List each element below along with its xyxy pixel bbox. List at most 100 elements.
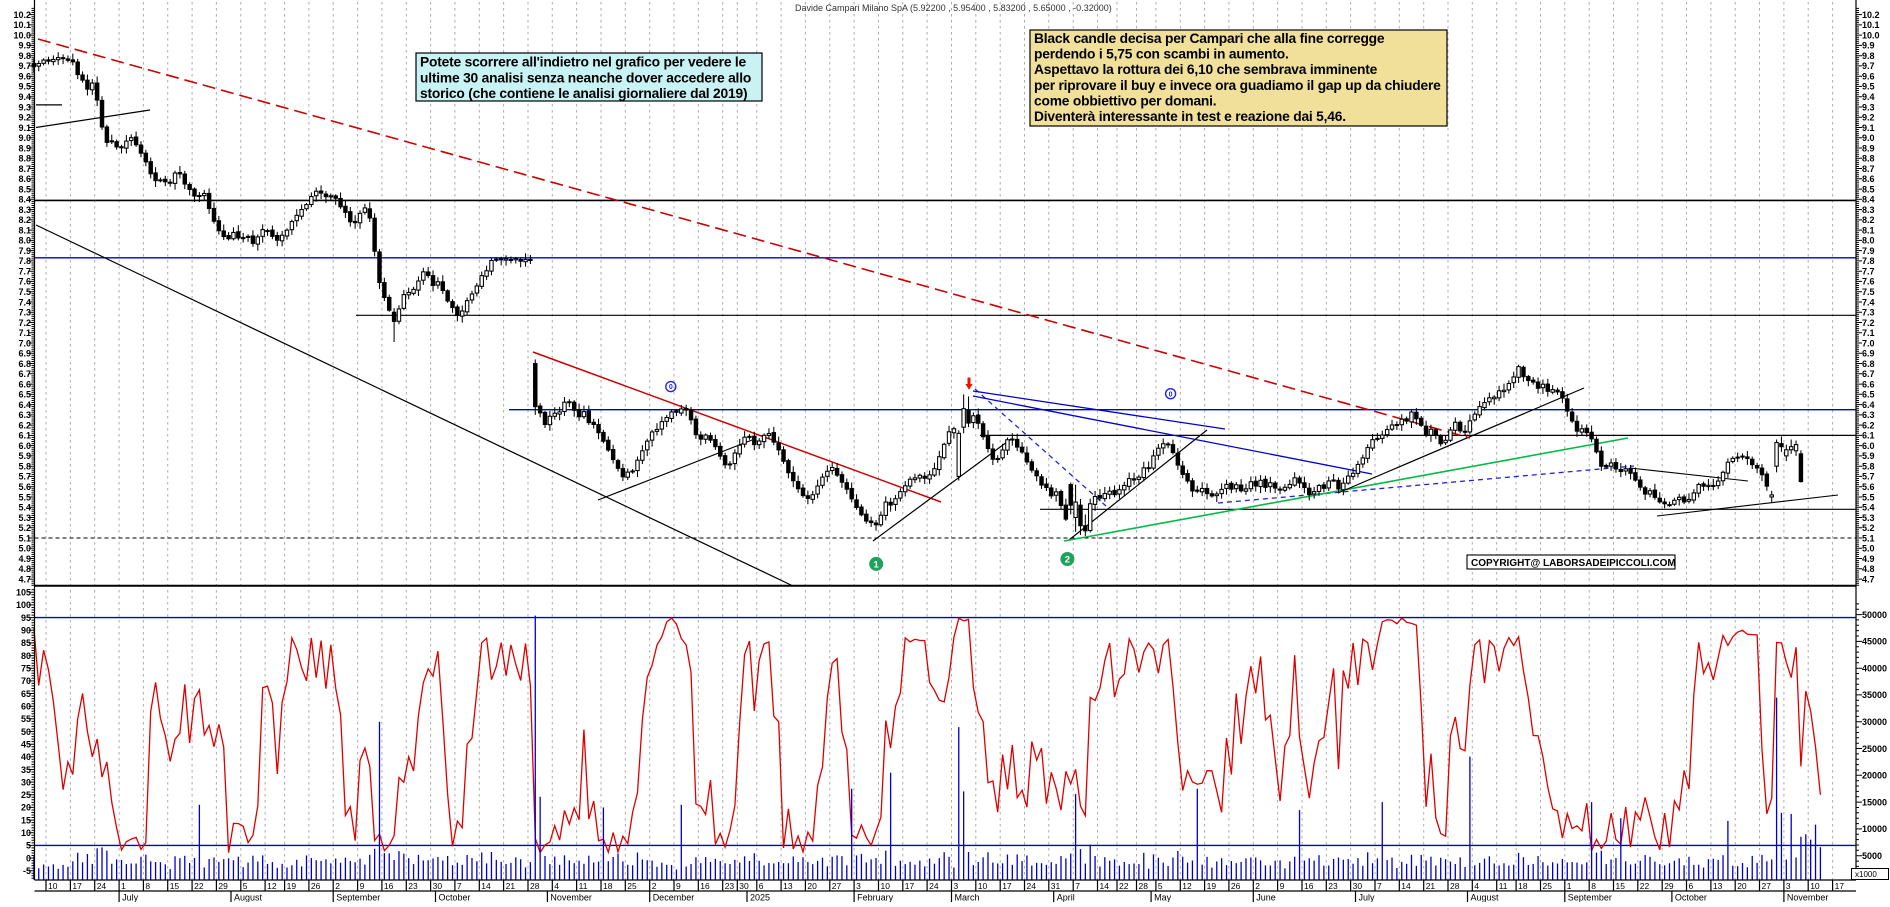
svg-text:5.7: 5.7 <box>18 472 31 482</box>
svg-text:6.3: 6.3 <box>18 410 31 420</box>
svg-text:8.0: 8.0 <box>18 236 31 246</box>
svg-text:6: 6 <box>759 881 764 891</box>
svg-text:9.0: 9.0 <box>1862 133 1875 143</box>
svg-text:February: February <box>857 893 894 903</box>
svg-text:9.3: 9.3 <box>18 102 31 112</box>
svg-text:8.4: 8.4 <box>18 195 31 205</box>
svg-text:7.9: 7.9 <box>18 246 31 256</box>
svg-text:7.4: 7.4 <box>1862 297 1875 307</box>
svg-text:x1000: x1000 <box>1855 870 1877 879</box>
svg-text:16: 16 <box>384 881 394 891</box>
svg-text:5.9: 5.9 <box>18 451 31 461</box>
svg-text:12: 12 <box>267 881 277 891</box>
svg-text:6.7: 6.7 <box>1862 369 1875 379</box>
svg-text:9.6: 9.6 <box>1862 72 1875 82</box>
svg-text:16: 16 <box>700 881 710 891</box>
svg-text:October: October <box>439 893 471 903</box>
svg-text:5: 5 <box>26 841 31 851</box>
svg-text:5.0: 5.0 <box>18 544 31 554</box>
svg-text:10: 10 <box>881 881 891 891</box>
svg-text:-5: -5 <box>23 866 31 876</box>
svg-text:30: 30 <box>1353 881 1363 891</box>
svg-text:0: 0 <box>26 853 31 863</box>
svg-text:9.8: 9.8 <box>1862 51 1875 61</box>
svg-text:6.4: 6.4 <box>1862 400 1875 410</box>
svg-text:8.1: 8.1 <box>18 225 31 235</box>
svg-text:6.5: 6.5 <box>1862 390 1875 400</box>
svg-text:2: 2 <box>1255 881 1260 891</box>
svg-text:Potete scorrere all'indietro n: Potete scorrere all'indietro nel grafico… <box>420 55 747 70</box>
svg-text:9.4: 9.4 <box>18 92 31 102</box>
svg-text:8.3: 8.3 <box>1862 205 1875 215</box>
svg-text:19: 19 <box>1207 881 1217 891</box>
svg-text:10.0: 10.0 <box>1862 30 1880 40</box>
svg-text:7.4: 7.4 <box>18 297 31 307</box>
svg-text:2: 2 <box>335 881 340 891</box>
svg-text:1: 1 <box>1567 881 1572 891</box>
svg-text:5: 5 <box>1158 881 1163 891</box>
svg-text:3: 3 <box>954 881 959 891</box>
svg-text:September: September <box>1568 893 1612 903</box>
svg-text:80: 80 <box>21 651 31 661</box>
svg-text:5.8: 5.8 <box>1862 462 1875 472</box>
svg-text:ultime 30 analisi senza neanch: ultime 30 analisi senza neanche dover ac… <box>420 70 751 85</box>
svg-text:5.3: 5.3 <box>1862 513 1875 523</box>
svg-text:20: 20 <box>807 881 817 891</box>
svg-text:5.8: 5.8 <box>18 462 31 472</box>
svg-text:7: 7 <box>1377 881 1382 891</box>
svg-text:75: 75 <box>21 664 31 674</box>
svg-text:6.0: 6.0 <box>1862 441 1875 451</box>
svg-text:4.7: 4.7 <box>1862 574 1875 584</box>
svg-text:30: 30 <box>21 777 31 787</box>
svg-text:6.1: 6.1 <box>1862 431 1875 441</box>
svg-text:August: August <box>1471 893 1500 903</box>
svg-text:8.5: 8.5 <box>18 184 31 194</box>
svg-text:22: 22 <box>1119 881 1129 891</box>
svg-text:Diventerà interessante in test: Diventerà interessante in test e reazion… <box>1034 109 1346 124</box>
svg-text:7.9: 7.9 <box>1862 246 1875 256</box>
svg-text:25: 25 <box>21 790 31 800</box>
svg-text:7.2: 7.2 <box>18 318 31 328</box>
svg-text:22: 22 <box>1640 881 1650 891</box>
svg-text:March: March <box>955 893 980 903</box>
svg-text:8.8: 8.8 <box>1862 154 1875 164</box>
svg-text:Aspettavo la rottura dei 6,10: Aspettavo la rottura dei 6,10 che sembra… <box>1034 62 1378 77</box>
svg-text:28: 28 <box>530 881 540 891</box>
svg-text:9.7: 9.7 <box>18 61 31 71</box>
svg-text:8: 8 <box>145 881 150 891</box>
svg-text:10.1: 10.1 <box>13 20 31 30</box>
svg-text:9.9: 9.9 <box>18 41 31 51</box>
svg-text:2: 2 <box>652 881 657 891</box>
svg-text:9: 9 <box>360 881 365 891</box>
svg-text:8.2: 8.2 <box>18 215 31 225</box>
svg-text:23: 23 <box>408 881 418 891</box>
svg-text:7.1: 7.1 <box>18 328 31 338</box>
svg-text:5.4: 5.4 <box>18 503 31 513</box>
svg-text:2025: 2025 <box>750 893 770 903</box>
svg-text:70: 70 <box>21 676 31 686</box>
svg-text:8.8: 8.8 <box>18 154 31 164</box>
svg-text:6.8: 6.8 <box>1862 359 1875 369</box>
svg-text:6: 6 <box>1689 881 1694 891</box>
svg-text:8.6: 8.6 <box>18 174 31 184</box>
svg-text:17: 17 <box>1835 881 1845 891</box>
svg-text:8.9: 8.9 <box>18 143 31 153</box>
svg-text:come obbiettivo per domani.: come obbiettivo per domani. <box>1034 93 1216 108</box>
svg-text:May: May <box>1154 893 1172 903</box>
svg-text:17: 17 <box>1002 881 1012 891</box>
svg-text:26: 26 <box>311 881 321 891</box>
svg-text:10: 10 <box>1810 881 1820 891</box>
svg-text:September: September <box>336 893 380 903</box>
svg-text:7.7: 7.7 <box>1862 267 1875 277</box>
svg-text:5.4: 5.4 <box>1862 503 1875 513</box>
svg-text:29: 29 <box>218 881 228 891</box>
svg-text:8.0: 8.0 <box>1862 236 1875 246</box>
svg-text:50: 50 <box>21 727 31 737</box>
svg-text:December: December <box>653 893 695 903</box>
svg-text:7.6: 7.6 <box>1862 277 1875 287</box>
svg-text:31: 31 <box>1051 881 1061 891</box>
svg-text:10.2: 10.2 <box>1862 10 1880 20</box>
svg-text:9.9: 9.9 <box>1862 41 1875 51</box>
svg-text:7: 7 <box>1075 881 1080 891</box>
svg-text:Black candle decisa per Campar: Black candle decisa per Campari che alla… <box>1034 31 1385 46</box>
